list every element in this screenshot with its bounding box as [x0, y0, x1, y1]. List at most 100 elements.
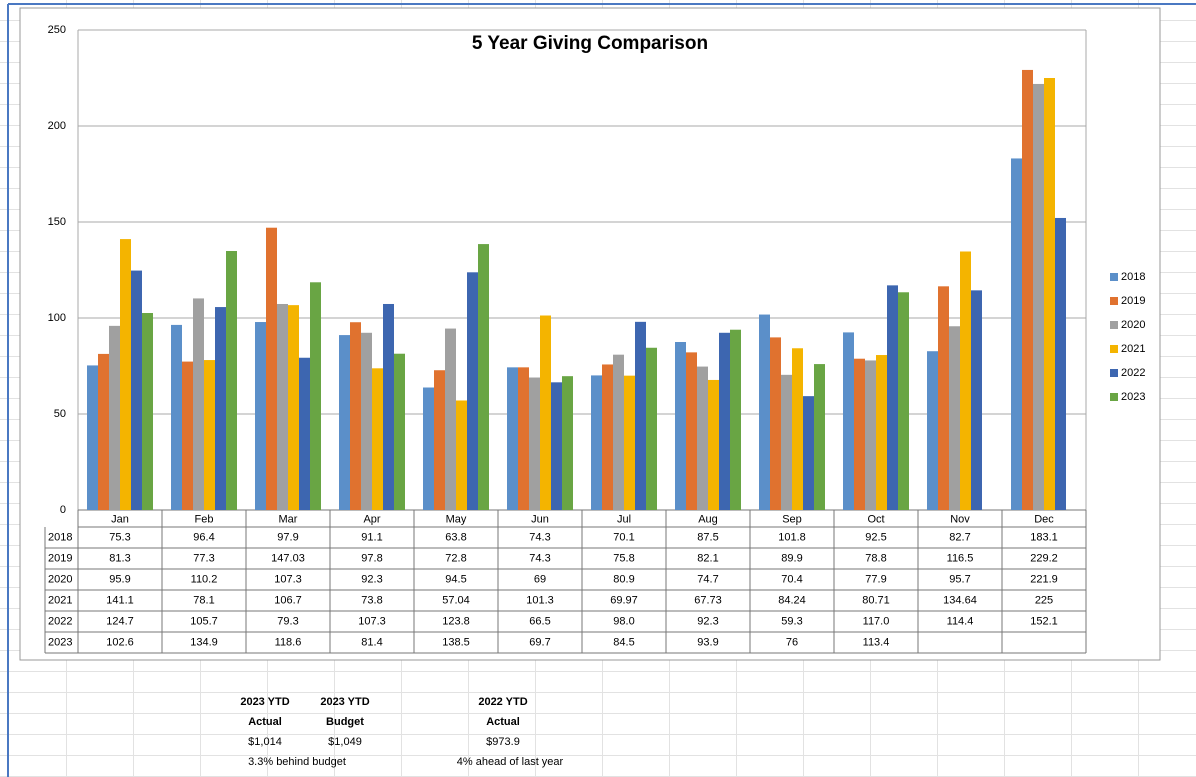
bar: [383, 303, 394, 510]
table-cell: 76: [786, 636, 798, 648]
bar: [843, 332, 854, 510]
summary-heading: 2023 YTD: [320, 696, 369, 708]
bar: [1033, 83, 1044, 511]
table-cell: 229.2: [1030, 552, 1058, 564]
table-cell: 74.7: [697, 573, 718, 585]
x-tick-label: Apr: [363, 513, 380, 525]
bar: [624, 375, 635, 510]
bar: [507, 367, 518, 510]
bar: [803, 396, 814, 510]
summary-value: $1,049: [328, 736, 362, 748]
bar: [372, 368, 383, 510]
legend-swatch: [1110, 321, 1118, 329]
legend-swatch: [1110, 273, 1118, 281]
bar: [87, 365, 98, 510]
chart-area: [19, 7, 1161, 661]
table-row-label: 2023: [48, 636, 72, 648]
x-tick-label: Jan: [111, 513, 129, 525]
table-cell: 87.5: [697, 531, 718, 543]
table-cell: 66.5: [529, 615, 550, 627]
table-cell: 92.5: [865, 531, 886, 543]
legend-swatch: [1110, 345, 1118, 353]
table-cell: 152.1: [1030, 615, 1058, 627]
table-row-label: 2018: [48, 531, 72, 543]
bar: [949, 326, 960, 510]
chart-title: 5 Year Giving Comparison: [472, 33, 708, 54]
bar: [562, 376, 573, 510]
table-cell: 97.9: [277, 531, 298, 543]
table-cell: 221.9: [1030, 573, 1058, 585]
y-tick-label: 250: [48, 24, 66, 36]
table-cell: 107.3: [358, 615, 386, 627]
bar: [591, 375, 602, 510]
bar: [646, 347, 657, 510]
table-cell: 183.1: [1030, 531, 1058, 543]
table-cell: 95.9: [109, 573, 130, 585]
summary-heading: 2023 YTD: [240, 696, 289, 708]
bar: [854, 358, 865, 510]
table-cell: 70.4: [781, 573, 802, 585]
table-cell: 93.9: [697, 636, 718, 648]
table-row-label: 2022: [48, 615, 72, 627]
bar: [456, 400, 467, 510]
table-cell: 114.4: [947, 615, 974, 627]
y-tick-label: 150: [48, 216, 66, 228]
table-cell: 116.5: [947, 552, 974, 564]
bar: [277, 303, 288, 510]
bar: [865, 360, 876, 510]
bar: [193, 298, 204, 510]
x-tick-label: Aug: [698, 513, 718, 525]
summary-note: 4% ahead of last year: [457, 756, 564, 768]
bar: [339, 335, 350, 510]
table-cell: 63.8: [445, 531, 466, 543]
legend-label: 2018: [1121, 271, 1145, 283]
table-cell: 101.3: [526, 594, 554, 606]
x-tick-label: Nov: [950, 513, 970, 525]
y-tick-label: 0: [60, 504, 66, 516]
summary-value: $973.9: [486, 736, 520, 748]
table-cell: 118.6: [275, 636, 302, 648]
table-cell: 84.24: [778, 594, 806, 606]
table-cell: 98.0: [613, 615, 634, 627]
x-tick-label: Jul: [617, 513, 631, 525]
bar: [1022, 69, 1033, 510]
bar: [215, 307, 226, 510]
summary-value: $1,014: [248, 736, 282, 748]
bar: [938, 286, 949, 510]
table-cell: 92.3: [361, 573, 382, 585]
table-cell: 92.3: [697, 615, 718, 627]
table-cell: 225: [1035, 594, 1053, 606]
table-cell: 106.7: [274, 594, 302, 606]
bar: [204, 360, 215, 510]
bar: [960, 251, 971, 510]
bar: [971, 290, 982, 510]
table-cell: 72.8: [445, 552, 466, 564]
table-cell: 105.7: [190, 615, 218, 627]
bar: [781, 374, 792, 510]
bar: [540, 315, 551, 510]
bar: [1011, 158, 1022, 510]
table-cell: 107.3: [274, 573, 302, 585]
bar: [898, 292, 909, 510]
legend-swatch: [1110, 393, 1118, 401]
table-cell: 147.03: [271, 552, 305, 564]
table-cell: 59.3: [781, 615, 802, 627]
summary-heading: 2022 YTD: [478, 696, 527, 708]
summary: 2023 YTD Actual $1,014 2023 YTD Budget $1,049…: [240, 696, 563, 768]
table-cell: 75.3: [109, 531, 130, 543]
table-cell: 96.4: [193, 531, 214, 543]
table-cell: 89.9: [781, 552, 802, 564]
x-tick-label: Feb: [195, 513, 214, 525]
table-cell: 73.8: [361, 594, 382, 606]
summary-heading: Budget: [326, 716, 364, 728]
table-cell: 134.64: [943, 594, 977, 606]
bar: [529, 377, 540, 510]
table-cell: 110.2: [191, 573, 218, 585]
bar: [120, 239, 131, 510]
table-cell: 75.8: [613, 552, 634, 564]
table-cell: 84.5: [613, 636, 634, 648]
x-tick-label: Mar: [279, 513, 298, 525]
bar: [361, 332, 372, 510]
y-tick-label: 50: [54, 408, 66, 420]
bar: [708, 379, 719, 510]
